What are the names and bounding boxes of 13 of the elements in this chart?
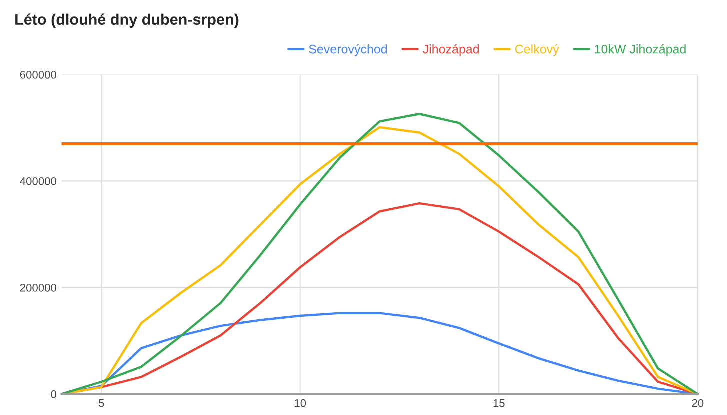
chart-title: Léto (dlouhé dny duben-srpen) <box>16 14 239 28</box>
legend-label: 10kW Jihozápad <box>595 44 686 56</box>
y-tick-label: 200000 <box>20 284 57 292</box>
legend-label: Jihozápad <box>423 44 480 56</box>
y-tick-label: 0 <box>51 390 56 398</box>
y-tick-label: 400000 <box>20 177 57 186</box>
x-tick-label: 15 <box>494 400 505 408</box>
x-tick-label: 10 <box>295 399 306 408</box>
legend-label: Severovýchod <box>309 44 388 56</box>
x-tick-label: 20 <box>692 399 704 408</box>
y-tick-label: 600000 <box>20 70 57 79</box>
x-tick-label: 5 <box>98 400 104 408</box>
legend-label: Celkový <box>515 44 560 56</box>
